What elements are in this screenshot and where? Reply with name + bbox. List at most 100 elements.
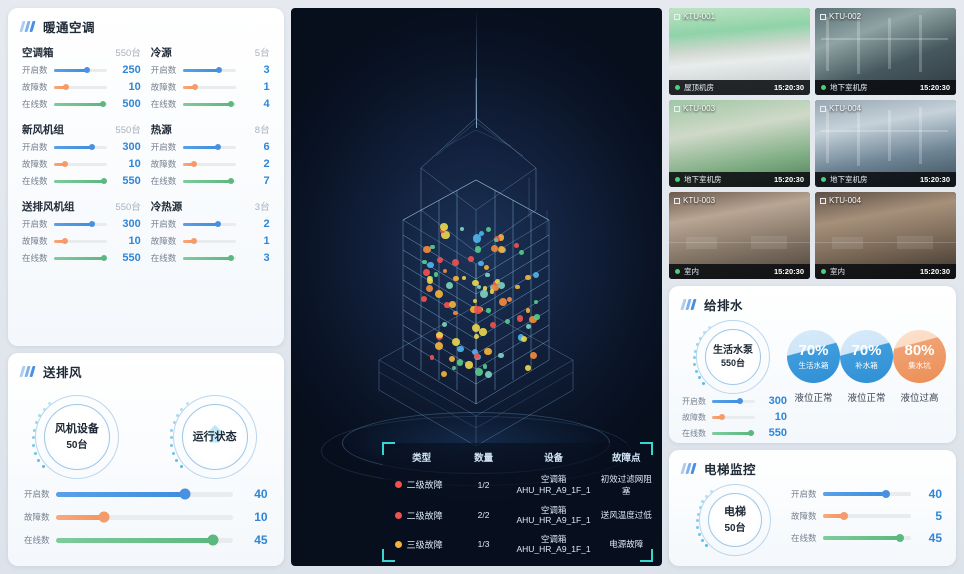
metric-knob[interactable] — [61, 238, 68, 244]
metric-label: 开启数 — [22, 219, 48, 229]
metric-knob[interactable] — [214, 144, 221, 150]
metric-knob[interactable] — [62, 84, 69, 90]
metric-knob[interactable] — [896, 534, 905, 542]
metric-label: 在线数 — [22, 253, 48, 263]
metric-knob[interactable] — [83, 67, 90, 73]
metric-knob[interactable] — [179, 488, 191, 500]
elevator-metrics: 开启数 40 故障数 5 在线数 45 — [791, 487, 942, 553]
metric-knob[interactable] — [89, 221, 95, 227]
metric-track[interactable] — [182, 221, 236, 227]
metric-label: 开启数 — [22, 142, 48, 152]
metric-knob[interactable] — [228, 178, 235, 184]
alarm-table[interactable]: 类型 数量 设备 故障点 二级故障 1/2 空调箱 AHU_HR_A9_1F_1 初效过… — [381, 441, 653, 562]
metric-knob[interactable] — [61, 161, 68, 167]
metric-knob[interactable] — [192, 84, 199, 90]
metric-track[interactable] — [56, 488, 233, 500]
camera-tile[interactable]: KTU-003 室内 15:20:30 — [669, 192, 810, 279]
metric-knob[interactable] — [207, 534, 219, 546]
corner-bracket-icon — [381, 441, 395, 455]
hvac-panel-title: 暖通空调 — [8, 8, 284, 40]
metric-knob[interactable] — [89, 144, 95, 150]
alarm-device-cell: 空调箱 AHU_HR_A9_1F_1 — [516, 504, 591, 526]
metric-knob[interactable] — [100, 255, 107, 261]
hvac-group: 送排风机组 550台 开启数 300 故障数 10 在线数 550 — [22, 199, 141, 269]
metric-track[interactable] — [54, 144, 107, 150]
metric-track[interactable] — [54, 161, 107, 167]
metric-knob[interactable] — [840, 512, 849, 520]
hvac-group-head: 送排风机组 550台 — [22, 199, 141, 214]
metric-fill — [56, 514, 104, 520]
metric-track[interactable] — [56, 534, 233, 546]
camera-tile[interactable]: KTU-001 屋顶机房 15:20:30 — [669, 8, 810, 95]
metric-knob[interactable] — [100, 178, 107, 184]
camera-tile[interactable]: KTU-003 地下室机房 15:20:30 — [669, 100, 810, 187]
metric-track[interactable] — [712, 430, 755, 436]
metric-row: 开启数 2 — [151, 218, 270, 230]
ventilation-title-text: 送排风 — [43, 366, 83, 380]
online-status-dot-icon — [675, 269, 680, 274]
metric-knob[interactable] — [747, 430, 754, 436]
metric-track[interactable] — [56, 511, 233, 523]
metric-knob[interactable] — [719, 414, 726, 420]
metric-knob[interactable] — [737, 398, 744, 404]
camera-icon — [674, 105, 680, 112]
metric-value: 40 — [254, 487, 268, 501]
metric-track[interactable] — [54, 67, 107, 73]
metric-knob[interactable] — [228, 255, 235, 261]
metric-track[interactable] — [823, 534, 911, 542]
corner-bracket-icon — [640, 549, 653, 562]
tank-name: 集水坑 — [908, 360, 931, 370]
metric-label: 故障数 — [24, 512, 50, 522]
metric-knob[interactable] — [214, 221, 221, 227]
metric-track[interactable] — [54, 255, 107, 261]
metric-track[interactable] — [54, 101, 107, 107]
metric-track[interactable] — [182, 161, 236, 167]
camera-timestamp: 15:20:30 — [919, 83, 950, 92]
camera-tile[interactable]: KTU-004 室内 15:20:30 — [815, 192, 956, 279]
camera-tile[interactable]: KTU-004 地下室机房 15:20:30 — [815, 100, 956, 187]
metric-track[interactable] — [823, 490, 911, 498]
metric-knob[interactable] — [191, 238, 198, 244]
alarm-count-cell: 1/2 — [477, 479, 490, 490]
metric-row: 故障数 10 — [22, 235, 141, 247]
camera-id-label: KTU-004 — [820, 196, 861, 205]
alarm-row[interactable]: 三级故障 1/3 空调箱 AHU_HR_A9_1F_1 电源故障 — [383, 530, 652, 559]
metric-value: 10 — [774, 411, 787, 423]
metric-knob[interactable] — [191, 161, 198, 167]
metric-knob[interactable] — [882, 490, 891, 498]
metric-track[interactable] — [182, 255, 236, 261]
metric-knob[interactable] — [228, 101, 235, 107]
alarm-type-cell: 二级故障 — [383, 478, 461, 491]
metric-row: 故障数 2 — [151, 158, 270, 170]
metric-value: 300 — [122, 141, 141, 153]
metric-knob[interactable] — [215, 67, 222, 73]
metric-value: 300 — [122, 218, 141, 230]
metric-row: 开启数 40 — [24, 487, 268, 501]
hvac-group-total: 550台 — [115, 202, 141, 213]
panel-marker-icon — [680, 463, 697, 474]
metric-track[interactable] — [182, 178, 236, 184]
alarm-row[interactable]: 二级故障 1/2 空调箱 AHU_HR_A9_1F_1 初效过滤网阻塞 — [383, 469, 652, 501]
camera-tile[interactable]: KTU-002 地下室机房 15:20:30 — [815, 8, 956, 95]
metric-track[interactable] — [182, 84, 236, 90]
building-3d-scene[interactable]: 类型 数量 设备 故障点 二级故障 1/2 空调箱 AHU_HR_A9_1F_1 初效过… — [290, 8, 662, 566]
metric-track[interactable] — [54, 178, 107, 184]
metric-track[interactable] — [823, 512, 911, 520]
metric-track[interactable] — [54, 84, 107, 90]
metric-track[interactable] — [182, 144, 236, 150]
metric-track[interactable] — [182, 238, 236, 244]
metric-track[interactable] — [54, 221, 107, 227]
metric-track[interactable] — [182, 101, 236, 107]
metric-track[interactable] — [182, 67, 236, 73]
severity-dot-icon — [394, 540, 402, 548]
metric-value: 5 — [935, 509, 942, 523]
tank-level-bulb: 80% 集水坑 — [893, 330, 946, 383]
metric-track[interactable] — [54, 238, 107, 244]
metric-knob[interactable] — [98, 511, 110, 523]
metric-knob[interactable] — [99, 101, 106, 107]
metric-track[interactable] — [712, 398, 755, 404]
hvac-group-name: 热源 — [150, 124, 172, 136]
metric-track[interactable] — [712, 414, 755, 420]
metric-label: 开启数 — [150, 219, 177, 229]
alarm-row[interactable]: 二级故障 2/2 空调箱 AHU_HR_A9_1F_1 送风温度过低 — [383, 501, 652, 530]
